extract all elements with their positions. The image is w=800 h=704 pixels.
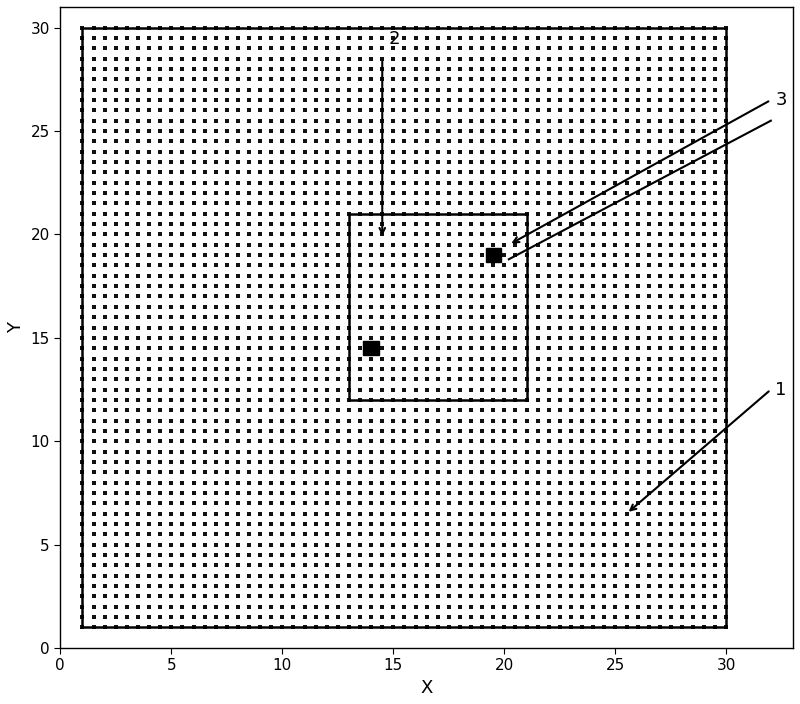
Bar: [363, 341, 379, 356]
Text: 3: 3: [775, 91, 786, 109]
Text: 2: 2: [389, 30, 401, 49]
Text: 1: 1: [775, 381, 786, 398]
Y-axis label: Y: Y: [7, 322, 25, 333]
X-axis label: X: X: [421, 679, 433, 697]
Bar: [349, 214, 526, 400]
Bar: [82, 27, 726, 627]
Bar: [486, 248, 501, 263]
